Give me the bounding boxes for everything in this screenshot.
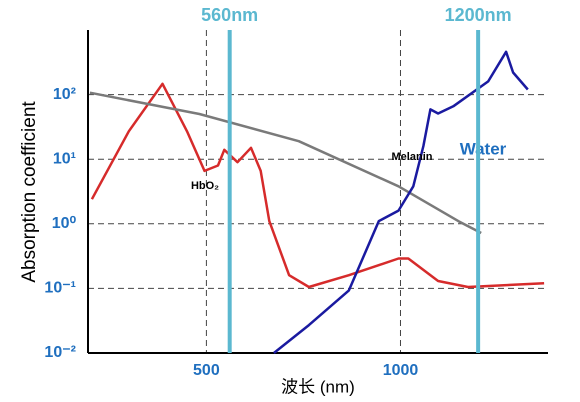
y-tick-label: 10⁻¹ xyxy=(44,280,76,297)
series-label: HbO₂ xyxy=(191,180,219,192)
series-label: Melanin xyxy=(392,151,433,163)
series-line xyxy=(90,82,545,289)
series-line xyxy=(273,50,529,354)
series-line xyxy=(89,91,482,235)
x-axis-label: 波长 (nm) xyxy=(281,377,355,396)
y-tick-label: 10¹ xyxy=(53,150,76,167)
y-axis-label: Absorption coefficient xyxy=(19,101,40,283)
marker-label: 560nm xyxy=(201,5,258,25)
x-tick-label: 1000 xyxy=(383,362,419,379)
x-tick-label: 500 xyxy=(193,362,220,379)
marker-label: 1200nm xyxy=(445,5,512,25)
series-label: Water xyxy=(460,139,507,158)
y-tick-label: 10² xyxy=(53,86,76,103)
y-tick-label: 10⁰ xyxy=(52,215,77,232)
y-tick-label: 10⁻² xyxy=(44,344,76,361)
